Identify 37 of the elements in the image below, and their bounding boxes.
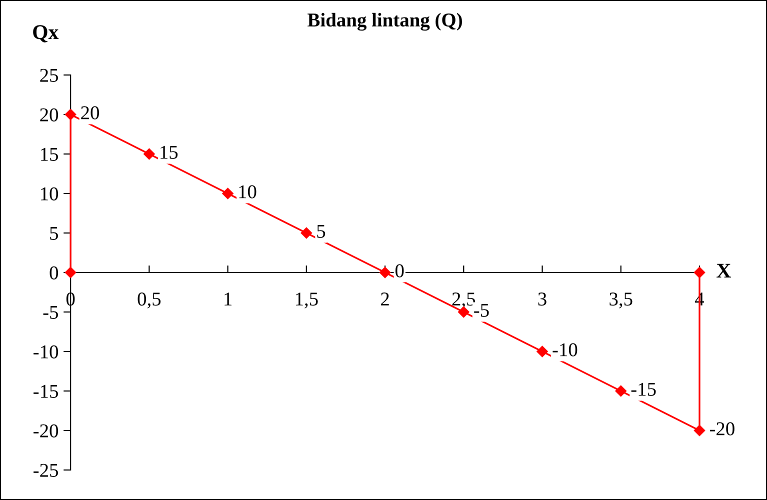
- data-label: -10: [552, 343, 578, 356]
- chart-title: Bidang lintang (Q): [308, 12, 462, 31]
- y-tick-label: -15: [34, 384, 58, 398]
- point: [222, 188, 234, 200]
- x-axis-title: X: [716, 264, 731, 278]
- data-label: -5: [474, 304, 489, 317]
- y-tick-label: 10: [41, 187, 58, 200]
- point: [615, 385, 626, 397]
- y-tick-label: 20: [40, 108, 58, 122]
- y-tick-label: -25: [34, 464, 58, 477]
- x-tick-label: 3: [538, 292, 546, 306]
- x-tick-label: 1,5: [296, 292, 318, 308]
- point: [379, 266, 391, 278]
- y-axis-title: Qx: [33, 25, 59, 42]
- data-label: -20: [710, 422, 734, 436]
- y-tick-label: 5: [50, 227, 58, 240]
- data-label: 20: [81, 106, 99, 120]
- y-tick-label: 15: [41, 148, 58, 161]
- x-tick-label: 1: [224, 292, 232, 306]
- data-label: 0: [396, 264, 404, 278]
- x-tick-label: 0,5: [138, 292, 161, 308]
- point: [300, 227, 312, 239]
- point: [694, 424, 706, 436]
- y-tick-label: 0: [50, 266, 58, 280]
- point: [536, 346, 548, 358]
- x-tick-label: 3,5: [610, 292, 632, 308]
- data-label: 5: [317, 224, 326, 238]
- data-label: 10: [239, 185, 256, 198]
- point: [64, 108, 76, 120]
- y-tick-label: -20: [34, 424, 58, 438]
- x-tick-label: 2: [381, 292, 389, 306]
- y-tick-label: -10: [34, 345, 58, 358]
- y-tick-label: 25: [40, 68, 58, 82]
- point: [144, 148, 155, 160]
- data-label: 15: [160, 146, 178, 159]
- y-tick-label: -5: [43, 306, 58, 319]
- data-label: -15: [631, 382, 656, 396]
